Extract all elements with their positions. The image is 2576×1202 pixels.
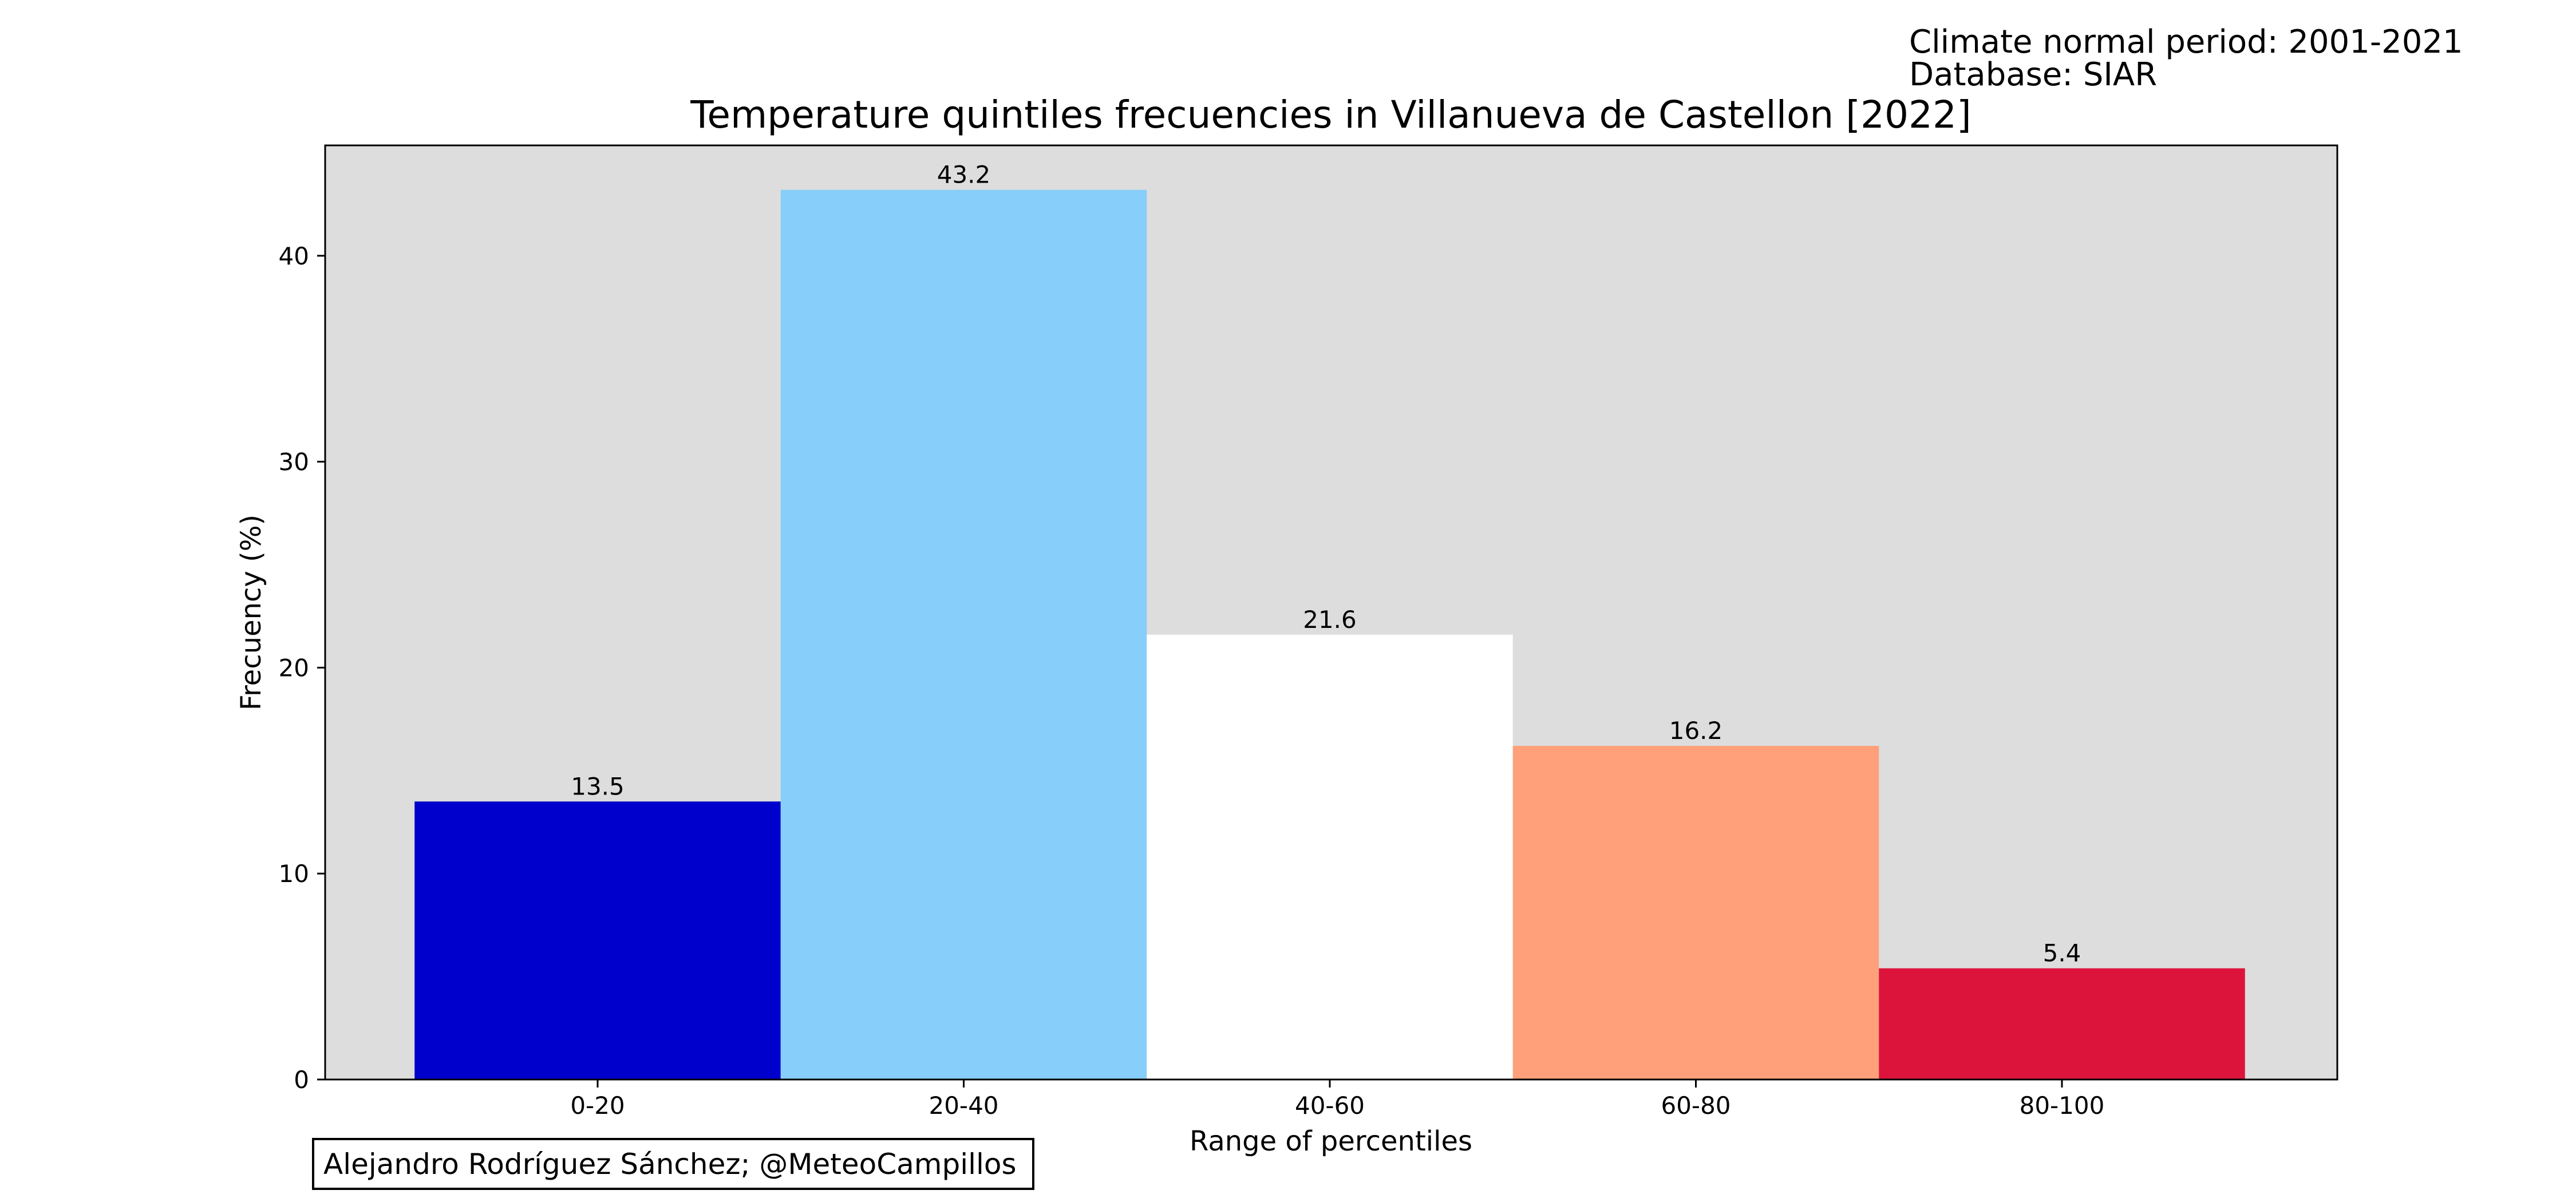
bar-80-100 [1879,968,2245,1080]
x-tick-label: 20-40 [929,1092,998,1120]
bar-20-40 [780,189,1147,1080]
y-tick-label: 40 [279,242,309,270]
chart-title: Temperature quintiles frecuencies in Vil… [690,93,1971,137]
y-axis: 0 10 20 30 40 [279,242,325,1094]
x-tick-label: 40-60 [1295,1092,1365,1120]
y-tick-label: 30 [279,448,309,476]
x-tick-label: 60-80 [1661,1092,1730,1120]
value-label: 21.6 [1303,606,1357,634]
bar-40-60 [1147,634,1513,1080]
y-axis-label: Frecuency (%) [235,515,267,710]
bar-60-80 [1512,746,1879,1080]
x-tick-label: 80-100 [2020,1092,2105,1120]
x-axis: 0-20 20-40 40-60 60-80 80-100 [570,1080,2104,1120]
y-tick-label: 0 [294,1066,309,1094]
value-label: 5.4 [2043,939,2081,967]
y-tick-label: 20 [279,654,309,682]
value-label: 16.2 [1669,717,1723,745]
bar-0-20 [414,801,781,1080]
credit-box [312,1138,1034,1190]
y-tick-label: 10 [279,860,309,888]
climate-period-note: Climate normal period: 2001-2021 [1909,23,2463,61]
value-label: 13.5 [571,772,625,800]
bars-group [414,189,2245,1080]
value-label: 43.2 [937,161,991,189]
database-note: Database: SIAR [1909,56,2157,93]
value-labels-group: 13.5 43.2 21.6 16.2 5.4 [571,161,2081,967]
credit-text: Alejandro Rodríguez Sánchez; @MeteoCampi… [323,1148,1017,1181]
x-tick-label: 0-20 [570,1092,625,1120]
plot-frame [324,144,2338,1081]
x-axis-label: Range of percentiles [1190,1125,1472,1157]
